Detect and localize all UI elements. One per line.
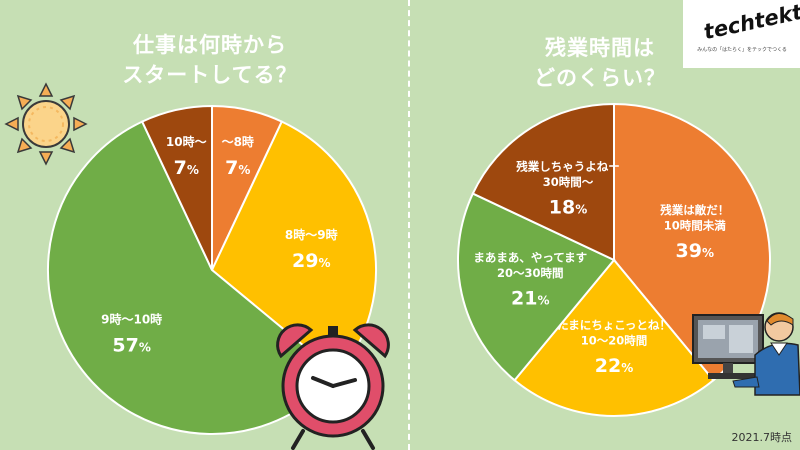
pie-0-slice-2-label: 9時〜10時 57%	[101, 311, 162, 356]
alarm-clock-icon	[276, 323, 390, 450]
pie-0-slice-2	[47, 120, 340, 435]
right-chart-title: 残業時間は どのくらい？	[510, 33, 690, 93]
pie-1-slice-3-label: 残業しちゃうよねー 30時間〜 18%	[516, 160, 620, 219]
center-divider	[408, 0, 410, 450]
pie-1-slice-0-label: 残業は敵だ！ 10時間未満 39%	[660, 203, 729, 262]
person-at-computer-icon	[692, 312, 800, 396]
techtekt-logo: techtekt みんなの「はたらく」をテックでつくる	[683, 0, 800, 68]
pie-0-slice-1-label: 8時〜9時 29%	[285, 227, 338, 272]
pie-chart-start-time: 〜8時 7% 8時〜9時 29% 9時〜10時 57% 10時〜 7%	[47, 104, 377, 435]
left-title-line-1: 仕事は何時から	[133, 33, 287, 57]
right-title-line-1: 残業時間は	[545, 36, 655, 60]
pie-0-slice-0-label: 〜8時 7%	[222, 134, 254, 179]
pie-1-slice-1	[513, 258, 715, 417]
pie-0-slice-3	[140, 104, 213, 271]
pie-1-slice-1-label: たまにちょこっとね！ 10〜20時間 22%	[557, 318, 671, 377]
pie-1-slice-2-label: まあまあ、やってます 20〜30時間 21%	[473, 251, 587, 310]
pie-0-slice-3-label: 10時〜 7%	[166, 134, 207, 179]
logo-tagline: みんなの「はたらく」をテックでつくる	[697, 47, 787, 53]
left-chart-title: 仕事は何時から スタートしてる？	[110, 30, 310, 90]
sun-icon	[4, 82, 88, 166]
left-title-line-2: スタートしてる？	[122, 63, 298, 87]
date-footnote: 2021.7時点	[731, 431, 793, 444]
right-title-line-2: どのくらい？	[534, 66, 666, 90]
pie-1-slice-3	[471, 102, 615, 262]
pie-1-slice-2	[457, 192, 616, 382]
